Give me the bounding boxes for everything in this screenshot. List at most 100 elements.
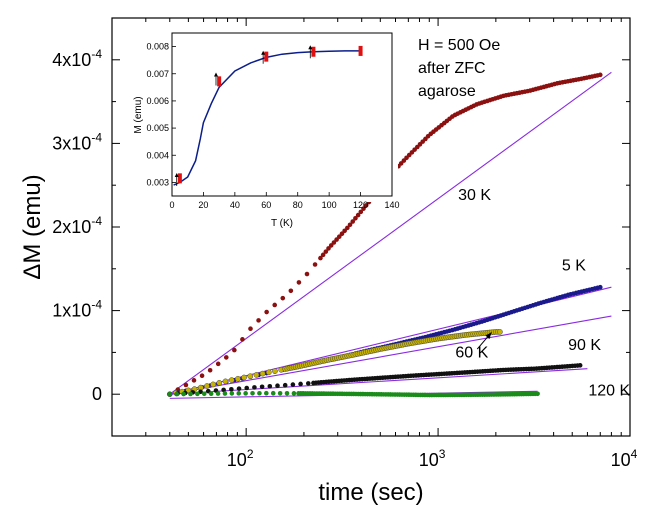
data-point bbox=[204, 383, 210, 389]
inset-x-tick-label: 20 bbox=[198, 200, 208, 210]
data-point bbox=[248, 326, 253, 332]
inset-y-axis-label: M (emu) bbox=[133, 96, 144, 133]
data-point bbox=[208, 391, 214, 396]
data-point bbox=[207, 367, 213, 373]
data-point bbox=[347, 222, 353, 228]
data-point bbox=[264, 309, 269, 315]
data-point bbox=[597, 72, 603, 78]
data-point bbox=[350, 219, 356, 224]
inset-x-axis-label: T (K) bbox=[271, 218, 293, 229]
inset-red-mark bbox=[311, 46, 316, 57]
data-point bbox=[259, 384, 265, 390]
inset-y-tick-label: 0.003 bbox=[146, 177, 169, 187]
x-tick-label: 103 bbox=[419, 447, 446, 470]
data-point bbox=[305, 381, 311, 386]
inset-y-tick-label: 0.008 bbox=[146, 42, 169, 52]
data-point bbox=[497, 329, 503, 335]
inset-y-tick-label: 0.007 bbox=[146, 69, 169, 79]
data-point bbox=[252, 385, 257, 390]
data-point bbox=[288, 288, 294, 294]
data-point bbox=[229, 391, 235, 396]
data-point bbox=[232, 347, 237, 353]
data-point bbox=[221, 387, 226, 393]
data-point bbox=[290, 382, 296, 387]
data-point bbox=[272, 368, 278, 374]
y-tick-label: 3x10-4 bbox=[52, 130, 102, 153]
data-point bbox=[577, 363, 583, 368]
data-point bbox=[318, 255, 323, 261]
data-point bbox=[339, 231, 345, 237]
inset-axes: 0 20 40 60 80 100 120 140 0.003 0.004 0.005 0.006 0.… bbox=[146, 42, 399, 210]
data-point bbox=[257, 390, 262, 396]
data-point bbox=[320, 252, 326, 258]
inset-arrow-head bbox=[214, 72, 218, 77]
y-tick-label: 1x10-4 bbox=[52, 298, 102, 321]
annotation-line-1: H = 500 Oe bbox=[418, 37, 500, 54]
data-point bbox=[244, 385, 250, 391]
data-point bbox=[363, 203, 369, 208]
data-point bbox=[331, 240, 337, 245]
inset-arrow-head bbox=[174, 172, 179, 177]
inset-x-tick-label: 60 bbox=[261, 200, 271, 210]
data-point bbox=[223, 355, 229, 360]
series-labels: 30 K 5 K 60 K 90 K 120 K bbox=[455, 187, 630, 399]
data-point bbox=[296, 280, 302, 285]
data-point bbox=[353, 216, 358, 221]
data-point bbox=[270, 390, 276, 396]
inset-background bbox=[164, 28, 398, 202]
inset-arrow-head bbox=[261, 50, 266, 55]
data-point bbox=[236, 386, 242, 391]
data-point bbox=[284, 390, 290, 396]
data-point bbox=[199, 373, 205, 379]
data-point bbox=[298, 381, 303, 387]
data-point bbox=[336, 234, 342, 239]
series-30k bbox=[167, 71, 612, 397]
data-point bbox=[323, 249, 329, 254]
data-point bbox=[535, 391, 540, 397]
data-point bbox=[328, 243, 334, 248]
inset-y-tick-label: 0.006 bbox=[146, 96, 169, 106]
data-point bbox=[282, 382, 288, 388]
series-120k bbox=[167, 390, 540, 399]
inset-x-tick-label: 120 bbox=[353, 200, 368, 210]
data-point bbox=[210, 381, 216, 388]
inset-red-mark bbox=[177, 173, 182, 184]
inset-chart: 0 20 40 60 80 100 120 140 0.003 0.004 0.005 0.006 0.… bbox=[133, 28, 400, 229]
data-point bbox=[241, 374, 247, 381]
data-point bbox=[228, 377, 235, 383]
data-point bbox=[235, 375, 241, 382]
inset-arrow-head bbox=[308, 45, 313, 50]
data-point bbox=[267, 383, 273, 389]
data-point bbox=[216, 379, 223, 386]
series-label: 30 K bbox=[458, 187, 491, 204]
annotation-line-3: agarose bbox=[418, 83, 476, 100]
y-tick-label: 2x10-4 bbox=[52, 214, 102, 237]
data-point bbox=[256, 318, 261, 323]
inset-x-tick-label: 40 bbox=[230, 200, 240, 210]
data-point bbox=[243, 391, 248, 396]
data-point bbox=[342, 228, 347, 234]
fit-line bbox=[169, 315, 612, 395]
data-point bbox=[597, 284, 603, 290]
data-point bbox=[197, 384, 204, 391]
inset-curve bbox=[173, 50, 361, 186]
series-90k bbox=[167, 363, 588, 397]
inset-frame bbox=[171, 32, 393, 197]
data-point bbox=[265, 369, 272, 376]
series-label: 120 K bbox=[588, 382, 630, 399]
data-point bbox=[280, 295, 286, 301]
y-axis-label: ΔM (emu) bbox=[19, 174, 46, 279]
data-point bbox=[275, 383, 280, 389]
data-point bbox=[304, 271, 310, 277]
data-point bbox=[240, 337, 245, 342]
series-60k bbox=[166, 315, 612, 398]
data-point bbox=[264, 390, 269, 396]
data-point bbox=[215, 361, 221, 367]
x-tick-label: 102 bbox=[227, 447, 254, 470]
inset-red-mark bbox=[264, 51, 269, 62]
inset-x-tick-label: 80 bbox=[293, 200, 303, 210]
x-tick-label: 104 bbox=[611, 447, 638, 470]
data-point bbox=[191, 378, 197, 383]
arrow-60k-head bbox=[485, 332, 492, 340]
